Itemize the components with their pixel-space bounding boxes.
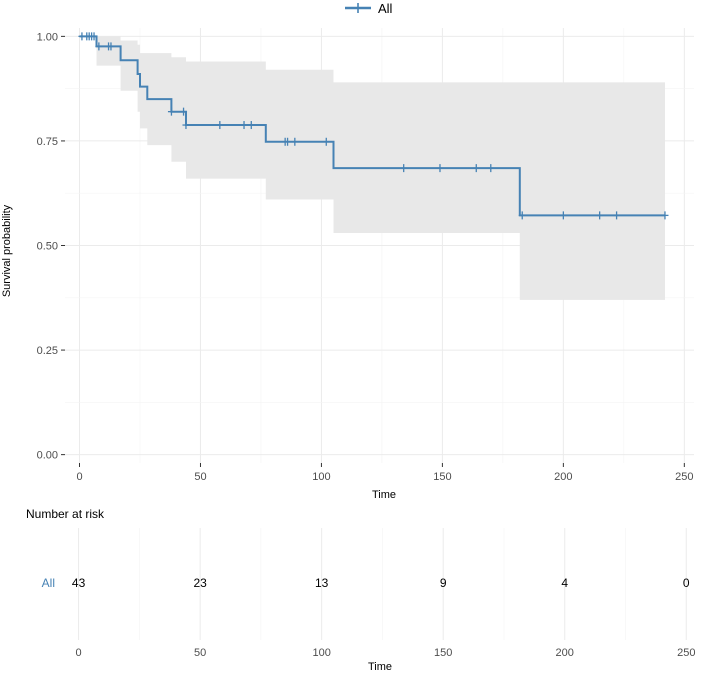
y-tick-label-0: 0.00 <box>37 450 58 462</box>
risk-value-150: 9 <box>440 576 447 590</box>
y-tick-label-3: 0.75 <box>37 136 58 148</box>
risk-table-gridlines <box>78 528 687 640</box>
survival-curve-all <box>79 35 665 217</box>
censor-mark-17 <box>322 137 330 146</box>
censor-marks <box>78 32 669 220</box>
x-tick-label-4: 200 <box>554 471 572 483</box>
risk-row-label-all: All <box>42 576 55 590</box>
risk-table-title: Number at risk <box>26 507 105 521</box>
risk-x-tick-label-100: 100 <box>312 647 330 659</box>
survival-curve-layer <box>79 35 665 217</box>
censor-mark-10 <box>182 121 190 130</box>
censor-mark-9 <box>180 107 188 116</box>
censor-mark-15 <box>284 137 292 146</box>
censor-mark-22 <box>518 211 526 220</box>
x-tick-label-3: 150 <box>433 471 451 483</box>
risk-value-0: 43 <box>72 576 86 590</box>
risk-table-values: 43 23 13 9 4 0 <box>72 576 690 590</box>
risk-value-200: 4 <box>561 576 568 590</box>
x-tick-label-0: 0 <box>76 471 82 483</box>
risk-x-tick-label-150: 150 <box>434 647 452 659</box>
x-axis-ticks: 0 50 100 150 200 250 <box>76 463 694 483</box>
x-axis-title: Time <box>372 489 396 501</box>
risk-table-x-axis-title: Time <box>368 661 392 673</box>
censor-mark-5 <box>95 42 103 51</box>
censor-mark-7 <box>107 42 115 51</box>
censor-mark-18 <box>400 164 408 173</box>
x-tick-label-2: 100 <box>312 471 330 483</box>
risk-x-tick-label-250: 250 <box>677 647 695 659</box>
risk-x-tick-label-50: 50 <box>194 647 206 659</box>
censor-mark-4 <box>90 32 98 41</box>
legend: All <box>345 1 393 16</box>
censor-mark-20 <box>472 164 480 173</box>
y-tick-label-1: 0.25 <box>37 345 58 357</box>
y-axis-title: Survival probability <box>1 204 13 297</box>
censor-mark-19 <box>436 164 444 173</box>
x-tick-label-5: 250 <box>675 471 693 483</box>
risk-value-250: 0 <box>683 576 690 590</box>
legend-label-all: All <box>378 1 393 16</box>
y-tick-label-2: 0.50 <box>37 241 58 253</box>
censor-mark-26 <box>661 211 669 220</box>
y-tick-label-4: 1.00 <box>37 31 58 43</box>
censor-mark-25 <box>613 211 621 220</box>
risk-x-tick-label-0: 0 <box>76 647 82 659</box>
censor-mark-12 <box>240 121 248 130</box>
censor-mark-13 <box>247 121 255 130</box>
risk-value-100: 13 <box>315 576 329 590</box>
y-axis-ticks: 0.00 0.25 0.50 0.75 1.00 <box>37 31 65 462</box>
censor-mark-11 <box>216 121 224 130</box>
censor-mark-23 <box>559 211 567 220</box>
x-tick-label-1: 50 <box>194 471 206 483</box>
risk-value-50: 23 <box>193 576 207 590</box>
censor-mark-16 <box>291 137 299 146</box>
censor-mark-8 <box>167 107 175 116</box>
censor-mark-21 <box>487 164 495 173</box>
censor-mark-24 <box>596 211 604 220</box>
risk-table-x-ticks: 0 50 100 150 200 250 <box>76 647 696 659</box>
risk-x-tick-label-200: 200 <box>556 647 574 659</box>
